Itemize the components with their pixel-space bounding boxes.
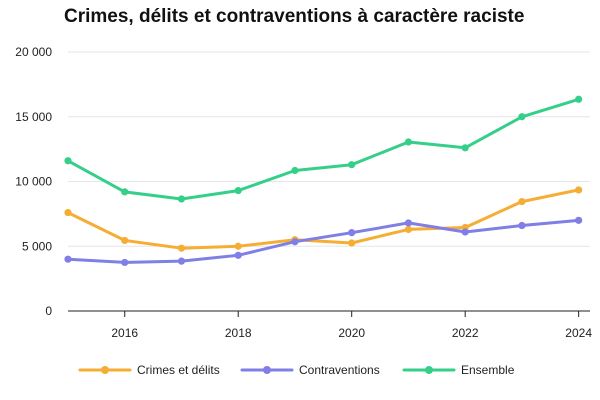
series-3-point[interactable]: [575, 95, 583, 103]
x-tick-label: 2018: [225, 326, 252, 340]
series-1-point[interactable]: [404, 225, 413, 234]
series-3-point[interactable]: [461, 144, 469, 152]
chart-title: Crimes, délits et contraventions à carac…: [64, 6, 525, 27]
legend-swatch-point[interactable]: [101, 366, 109, 374]
series-1-point[interactable]: [234, 242, 242, 250]
series-1-point[interactable]: [64, 208, 72, 217]
series-1-point[interactable]: [177, 244, 186, 252]
legend-label[interactable]: Contraventions: [299, 363, 380, 377]
legend-swatch-point[interactable]: [263, 366, 271, 374]
x-tick-label: 2016: [111, 326, 138, 340]
series-3-point[interactable]: [177, 195, 186, 203]
series-2-point[interactable]: [234, 251, 242, 259]
y-tick-label: 15 000: [15, 110, 52, 124]
series-1-point[interactable]: [518, 197, 526, 206]
series-2-point[interactable]: [121, 258, 129, 267]
legend-label[interactable]: Crimes et délits: [137, 363, 220, 377]
series-3-point[interactable]: [348, 161, 356, 169]
series-3-point[interactable]: [518, 113, 526, 121]
x-tick-label: 2022: [452, 326, 479, 340]
series-2-point[interactable]: [461, 228, 469, 236]
series-2-point[interactable]: [177, 257, 186, 265]
series-2-point[interactable]: [64, 255, 72, 263]
series-1-point[interactable]: [348, 239, 356, 247]
series-2-point[interactable]: [348, 229, 356, 237]
x-tick-label: 2020: [338, 326, 365, 340]
x-tick-label: 2024: [565, 326, 592, 340]
y-tick-label: 20 000: [15, 45, 52, 59]
y-tick-label: 5 000: [22, 239, 52, 253]
series-1-point[interactable]: [121, 236, 129, 245]
series-line-3: [66, 97, 581, 201]
series-2-point[interactable]: [518, 221, 526, 230]
series-3-point[interactable]: [121, 188, 129, 196]
series-2-point[interactable]: [575, 216, 583, 224]
series-1-point[interactable]: [575, 186, 583, 194]
series-3-point[interactable]: [234, 186, 242, 195]
legend-swatch-point[interactable]: [425, 366, 433, 374]
series-line-2: [66, 218, 581, 264]
series-2-point[interactable]: [291, 238, 299, 246]
series-3-point[interactable]: [291, 166, 299, 175]
series-3-point[interactable]: [404, 138, 413, 146]
series-line-1: [66, 188, 581, 250]
legend-label[interactable]: Ensemble: [461, 363, 515, 377]
series-3-point[interactable]: [64, 157, 72, 165]
series-2-point[interactable]: [404, 219, 413, 227]
y-tick-label: 0: [45, 304, 52, 318]
y-tick-label: 10 000: [15, 175, 52, 189]
